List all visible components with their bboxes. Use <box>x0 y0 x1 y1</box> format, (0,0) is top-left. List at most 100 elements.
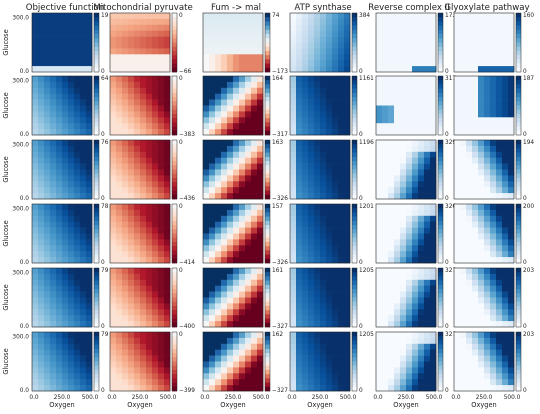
heatmap-cell <box>308 332 315 339</box>
colorbar-step <box>516 254 521 260</box>
heatmap-cell <box>376 93 383 100</box>
heatmap-cell <box>478 379 485 386</box>
heatmap-cell <box>314 76 321 83</box>
heatmap-cell <box>50 379 57 386</box>
heatmap-cell <box>376 140 383 147</box>
colorbar-frame <box>264 12 271 73</box>
heatmap-cell <box>466 291 473 298</box>
heatmap-cell <box>110 245 117 252</box>
heatmap-cell <box>32 209 39 217</box>
heatmap-cell <box>239 233 246 240</box>
heatmap-cell <box>140 291 147 298</box>
heatmap-cell <box>490 332 497 339</box>
heatmap-cell <box>116 268 123 275</box>
heatmap-cell <box>158 245 165 252</box>
heatmap-cell <box>221 140 228 147</box>
colorbar-min-label: 0 <box>523 388 527 394</box>
heatmap-cell <box>152 321 159 328</box>
heatmap-cell <box>460 157 467 164</box>
heatmap-cell <box>430 169 437 176</box>
heatmap-cell <box>227 30 234 37</box>
heatmap-cell <box>62 60 69 67</box>
heatmap-cell <box>56 285 63 292</box>
heatmap-cell <box>382 291 389 298</box>
heatmap-cell <box>454 42 461 49</box>
colorbar-step <box>516 204 521 209</box>
heatmap-cell <box>50 66 57 73</box>
heatmap-cell <box>478 343 485 350</box>
heatmap-cell <box>466 105 473 112</box>
heatmap-cell <box>478 349 485 356</box>
heatmap-cell <box>146 18 153 26</box>
heatmap-cell <box>245 157 252 164</box>
heatmap-cell <box>314 81 321 89</box>
heatmap-cell <box>251 373 258 380</box>
heatmap-cell <box>320 117 327 124</box>
heatmap-cell <box>484 193 491 200</box>
heatmap-cell <box>418 251 425 258</box>
heatmap-cell <box>56 373 63 380</box>
heatmap-cell <box>215 233 222 240</box>
colorbar-frame <box>515 139 522 200</box>
heatmap-cell <box>496 337 503 345</box>
colorbar-step <box>94 17 99 22</box>
heatmap-cell <box>376 373 383 380</box>
heatmap-cell <box>418 123 425 130</box>
heatmap-cell <box>296 93 303 100</box>
heatmap-cell <box>203 30 210 37</box>
heatmap-cell <box>251 315 258 322</box>
heatmap-cell <box>56 315 63 322</box>
heatmap-cell <box>302 181 309 188</box>
heatmap-cell <box>251 343 258 350</box>
heatmap-cell <box>484 42 491 49</box>
heatmap-cell <box>203 93 210 100</box>
heatmap-cell <box>50 18 57 26</box>
heatmap-cell <box>376 36 383 43</box>
heatmap-cell <box>376 367 383 374</box>
heatmap-cell <box>388 321 395 328</box>
heatmap-cell <box>296 36 303 43</box>
heatmap-cell <box>221 111 228 118</box>
heatmap-cell <box>508 385 515 392</box>
heatmap-cell <box>308 215 315 222</box>
heatmap-cell <box>394 221 401 228</box>
heatmap-cell <box>209 76 216 83</box>
heatmap-cell <box>472 245 479 252</box>
panel-frame <box>289 203 351 264</box>
heatmap-cell <box>50 76 57 83</box>
heatmap-cell <box>227 169 234 176</box>
heatmap-cell <box>394 239 401 246</box>
heatmap-cell <box>74 385 81 392</box>
heatmap-cell <box>257 349 264 356</box>
heatmap-cell <box>245 379 252 386</box>
heatmap-cell <box>326 337 333 345</box>
heatmap-cell <box>344 332 351 339</box>
heatmap-cell <box>233 187 240 194</box>
heatmap-cell <box>326 355 333 362</box>
heatmap-cell <box>502 273 509 281</box>
heatmap-cell <box>62 251 69 258</box>
colorbar-step <box>352 80 357 85</box>
heatmap-cell <box>221 291 228 298</box>
heatmap-cell <box>320 309 327 316</box>
colorbar-step <box>438 80 443 85</box>
heatmap-cell <box>388 373 395 380</box>
heatmap-cell <box>308 117 315 124</box>
heatmap-cell <box>406 373 413 380</box>
heatmap-cell <box>86 105 93 112</box>
heatmap-cell <box>478 48 485 55</box>
heatmap-cell <box>209 257 216 264</box>
heatmap-cell <box>326 239 333 246</box>
heatmap-cell <box>32 291 39 298</box>
heatmap-cell <box>80 60 87 67</box>
heatmap-cell <box>215 239 222 246</box>
heatmap-cell <box>472 373 479 380</box>
heatmap-cell <box>32 321 39 328</box>
heatmap-cell <box>418 140 425 147</box>
heatmap-cell <box>251 268 258 275</box>
heatmap-cell <box>233 129 240 136</box>
heatmap-cell <box>233 251 240 258</box>
heatmap-cell <box>430 24 437 31</box>
colorbar-step <box>438 169 443 175</box>
heatmap-cell <box>251 105 258 112</box>
